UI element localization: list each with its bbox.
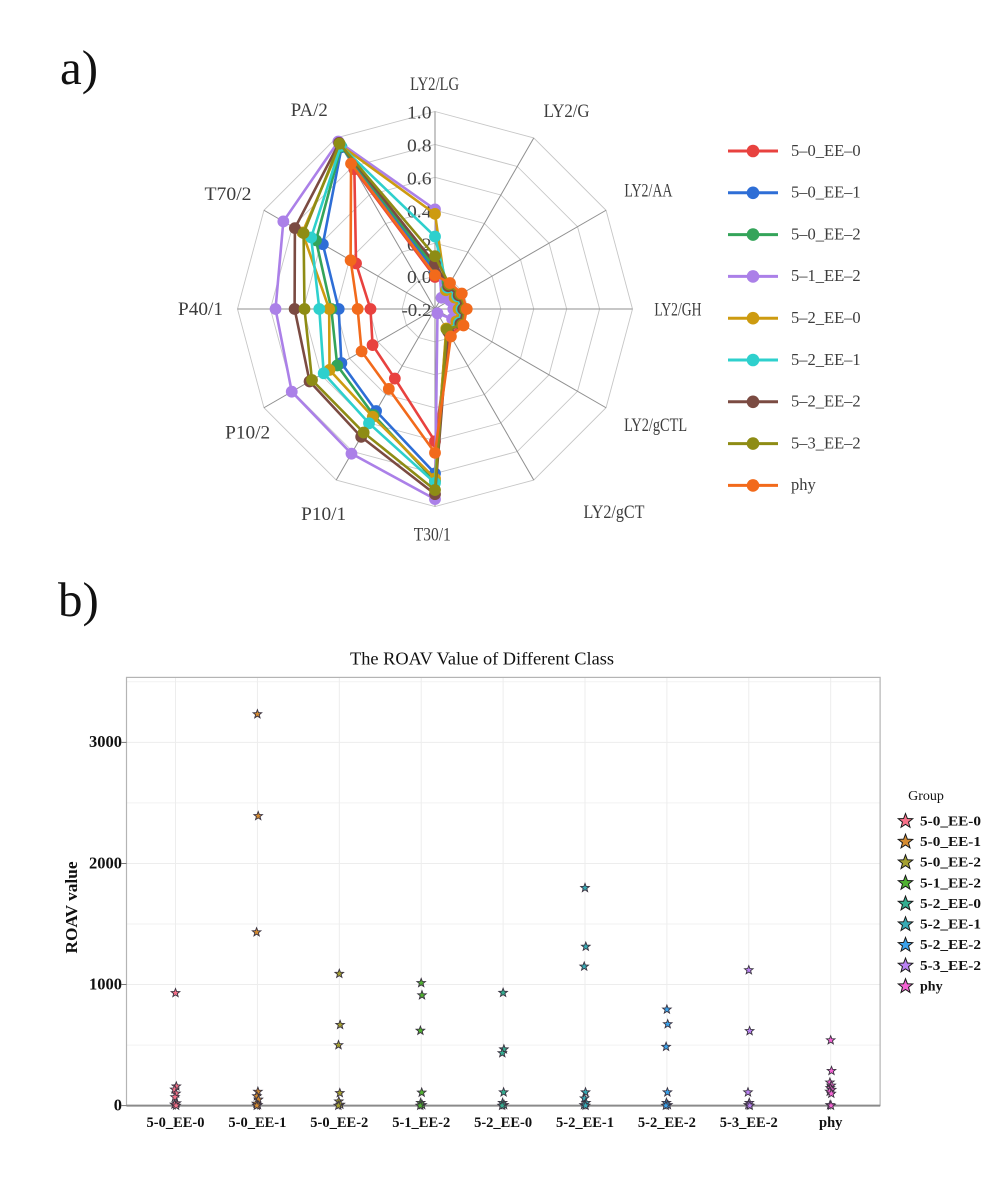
svg-text:PA/2: PA/2 xyxy=(291,100,328,121)
svg-text:0.6: 0.6 xyxy=(407,168,432,188)
svg-text:1000: 1000 xyxy=(89,974,122,993)
svg-text:5–0_EE–0: 5–0_EE–0 xyxy=(791,141,861,160)
svg-text:phy: phy xyxy=(791,475,817,494)
svg-text:P40/1: P40/1 xyxy=(178,299,223,320)
svg-text:5–3_EE–2: 5–3_EE–2 xyxy=(791,433,861,452)
svg-text:5-0_EE-0: 5-0_EE-0 xyxy=(920,814,981,829)
svg-text:5-0_EE-1: 5-0_EE-1 xyxy=(228,1115,286,1131)
svg-text:5-1_EE-2: 5-1_EE-2 xyxy=(920,876,981,891)
svg-text:5-2_EE-0: 5-2_EE-0 xyxy=(920,897,981,912)
svg-text:5-3_EE-2: 5-3_EE-2 xyxy=(720,1115,778,1131)
svg-text:P10/2: P10/2 xyxy=(225,423,270,444)
svg-text:5–0_EE–1: 5–0_EE–1 xyxy=(791,183,861,202)
svg-text:5-1_EE-2: 5-1_EE-2 xyxy=(392,1115,450,1131)
svg-text:5-2_EE-2: 5-2_EE-2 xyxy=(920,938,981,953)
svg-text:LY2/LG: LY2/LG xyxy=(410,74,459,95)
svg-text:LY2/gCTL: LY2/gCTL xyxy=(624,415,687,436)
svg-text:a): a) xyxy=(60,40,98,95)
svg-text:5-2_EE-1: 5-2_EE-1 xyxy=(556,1115,614,1131)
svg-text:5–0_EE–2: 5–0_EE–2 xyxy=(791,224,861,243)
svg-text:Group: Group xyxy=(908,789,944,804)
svg-text:5-0_EE-2: 5-0_EE-2 xyxy=(920,856,981,871)
svg-text:5-0_EE-1: 5-0_EE-1 xyxy=(920,835,981,850)
svg-text:5–2_EE–1: 5–2_EE–1 xyxy=(791,350,861,369)
svg-text:1.0: 1.0 xyxy=(407,103,432,123)
svg-text:phy: phy xyxy=(920,980,943,995)
svg-text:-0.2: -0.2 xyxy=(402,300,432,320)
svg-text:T70/2: T70/2 xyxy=(205,184,252,205)
svg-text:2000: 2000 xyxy=(89,853,122,872)
svg-text:0: 0 xyxy=(114,1095,122,1114)
svg-text:5-3_EE-2: 5-3_EE-2 xyxy=(920,959,981,974)
svg-text:3000: 3000 xyxy=(89,732,122,751)
svg-text:The ROAV Value of Different Cl: The ROAV Value of Different Class xyxy=(350,649,614,669)
svg-text:0.8: 0.8 xyxy=(407,136,432,156)
svg-text:5-0_EE-2: 5-0_EE-2 xyxy=(310,1115,368,1131)
svg-text:phy: phy xyxy=(819,1115,843,1131)
svg-text:ROAV value: ROAV value xyxy=(62,862,81,954)
svg-text:5-2_EE-0: 5-2_EE-0 xyxy=(474,1115,532,1131)
svg-text:T30/1: T30/1 xyxy=(414,525,451,546)
svg-text:5-2_EE-1: 5-2_EE-1 xyxy=(920,918,981,933)
svg-text:LY2/AA: LY2/AA xyxy=(624,180,672,201)
svg-text:5–1_EE–2: 5–1_EE–2 xyxy=(791,266,861,285)
svg-text:0.0: 0.0 xyxy=(407,267,432,287)
svg-text:5–2_EE–0: 5–2_EE–0 xyxy=(791,308,861,327)
svg-text:LY2/gCT: LY2/gCT xyxy=(584,502,645,523)
svg-text:5–2_EE–2: 5–2_EE–2 xyxy=(791,392,861,411)
svg-text:5-2_EE-2: 5-2_EE-2 xyxy=(638,1115,696,1131)
svg-text:LY2/GH: LY2/GH xyxy=(654,300,701,321)
svg-text:LY2/G: LY2/G xyxy=(544,101,590,122)
svg-text:b): b) xyxy=(58,572,99,627)
svg-text:P10/1: P10/1 xyxy=(301,504,346,525)
svg-text:5-0_EE-0: 5-0_EE-0 xyxy=(147,1115,205,1131)
